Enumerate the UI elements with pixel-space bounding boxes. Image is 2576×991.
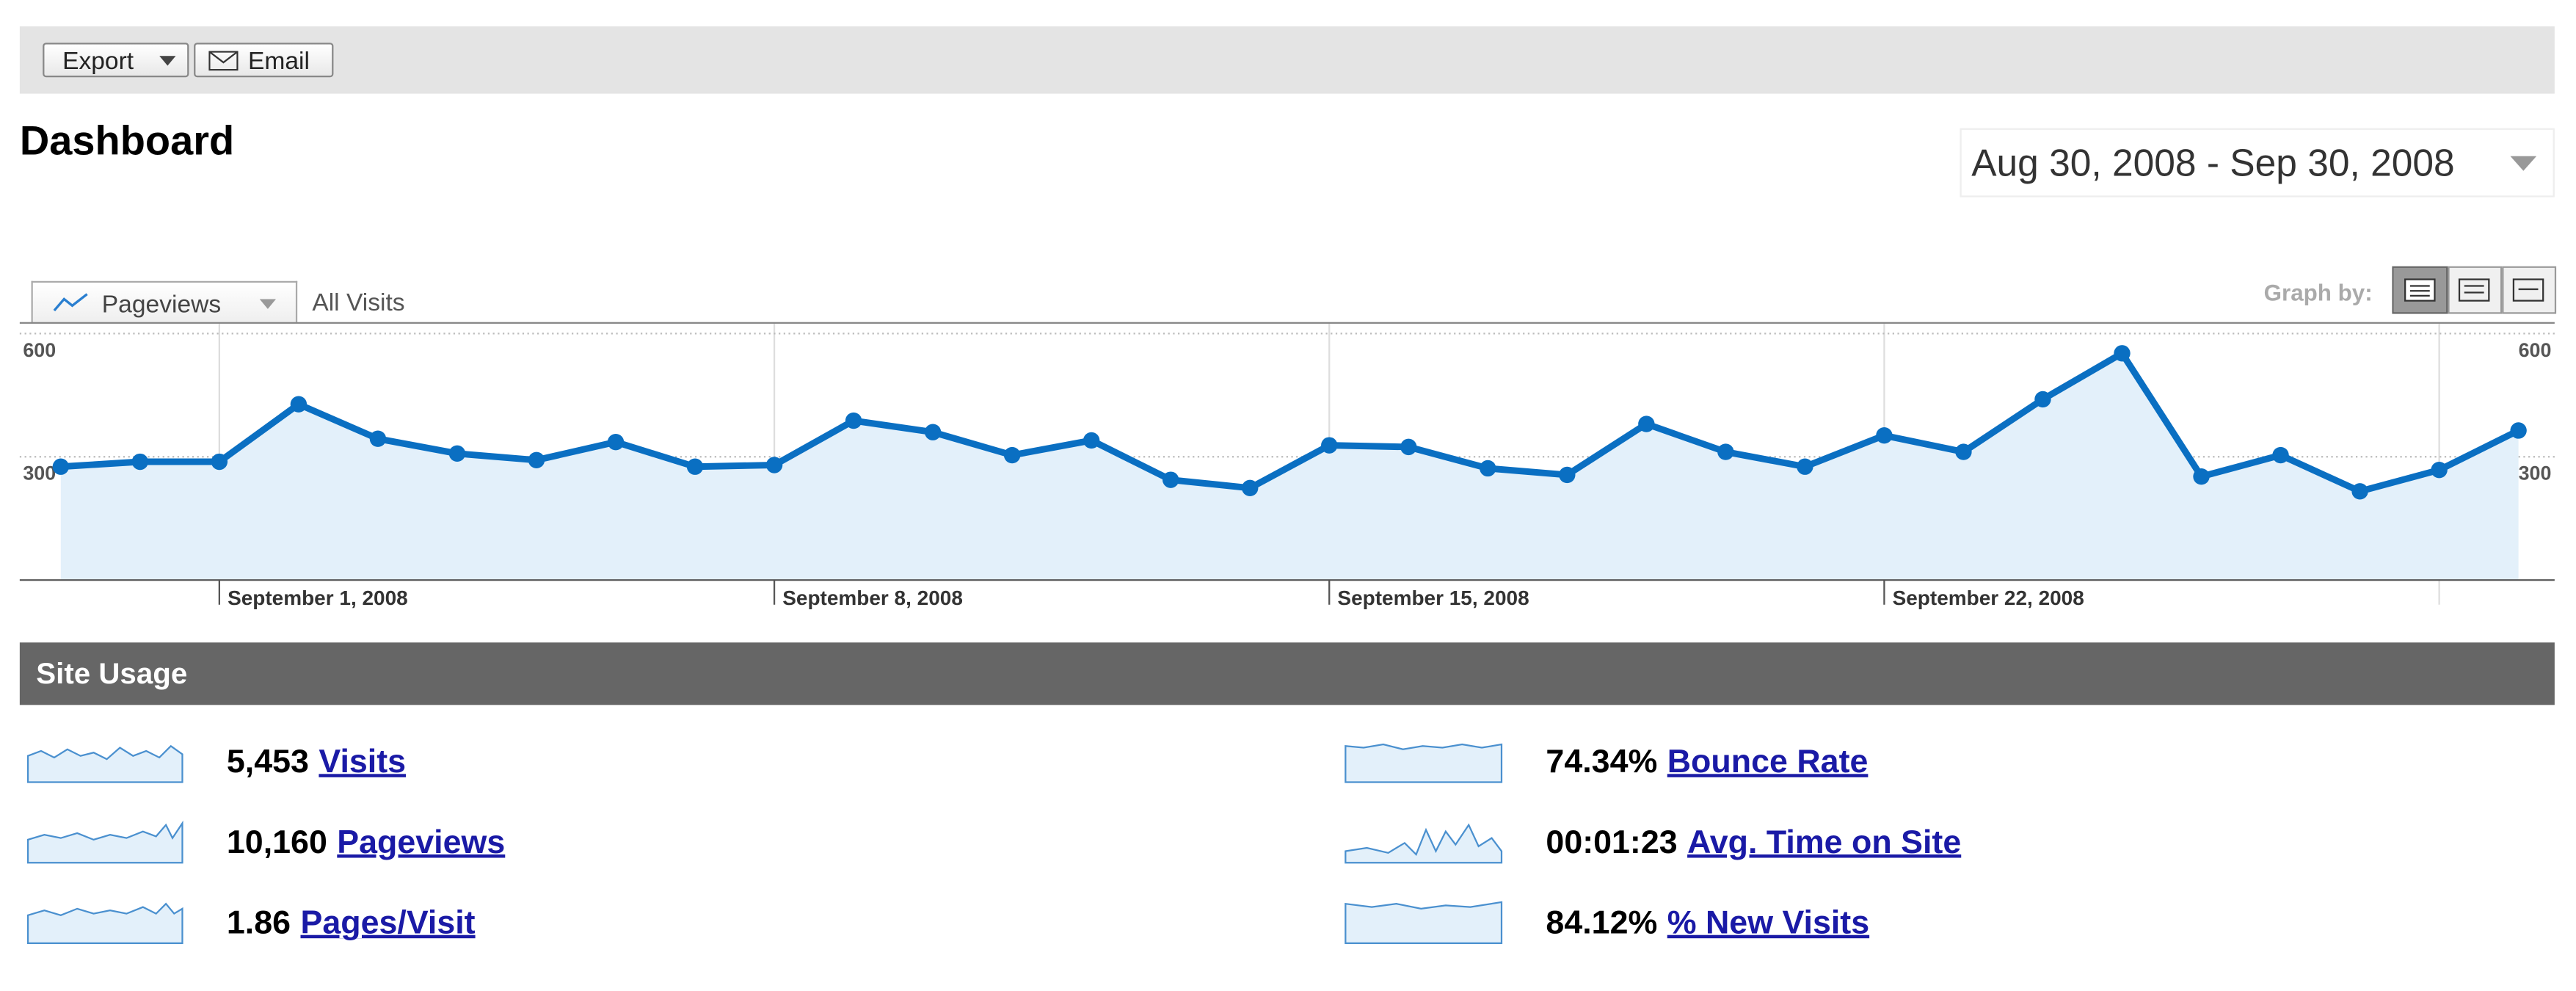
sparkline	[26, 820, 183, 864]
metric: 00:01:23 Avg. Time on Site	[1546, 818, 1961, 868]
email-label: Email	[248, 47, 310, 76]
line	[60, 349, 2520, 495]
sparkline	[1345, 901, 1503, 945]
metric: 84.12%% New Visits	[1546, 899, 1869, 948]
point	[290, 396, 308, 413]
metric-value: 74.34%	[1546, 743, 1658, 780]
point	[607, 433, 625, 451]
y-tick-label: 300	[23, 462, 56, 484]
email-button[interactable]: Email	[194, 43, 334, 78]
line-icon	[53, 293, 88, 312]
toolbar	[19, 26, 2555, 94]
point	[1003, 446, 1021, 464]
point	[2193, 468, 2210, 485]
metric-value: 84.12%	[1546, 904, 1658, 941]
export-label: Export	[62, 47, 134, 76]
metric: 10,160 Pageviews	[227, 818, 505, 868]
metric-value: 00:01:23	[1546, 824, 1678, 860]
point	[924, 424, 942, 440]
point	[211, 453, 228, 471]
point	[1876, 427, 1893, 444]
metric-tab-label: Pageviews	[101, 291, 222, 319]
sparkline	[1345, 743, 1503, 783]
point	[2272, 446, 2289, 464]
point	[1797, 458, 1813, 475]
dropdown-icon	[159, 56, 176, 66]
y-tick-label: 300	[2519, 462, 2552, 484]
point	[2431, 462, 2448, 479]
point	[131, 453, 149, 471]
point	[2510, 422, 2527, 439]
sparklines	[26, 743, 1503, 945]
point	[1400, 438, 1417, 456]
export-button[interactable]: Export	[43, 43, 189, 78]
section-header: Site Usage	[19, 642, 2555, 705]
point	[2114, 345, 2131, 362]
graph-by-label: Graph by:	[2263, 279, 2373, 306]
point	[528, 451, 545, 468]
point	[448, 445, 466, 462]
metric-tab[interactable]: Pageviews	[31, 280, 298, 324]
x-tick-label: September 8, 2008	[782, 587, 963, 609]
point	[52, 458, 70, 475]
section-title: Site Usage	[36, 657, 188, 691]
segment-label: All Visits	[312, 288, 405, 318]
point	[2351, 483, 2368, 500]
sparkline	[1345, 823, 1503, 864]
point	[1717, 443, 1734, 460]
y-tick-label: 600	[2519, 339, 2552, 361]
graph-by-buttons	[2392, 266, 2557, 314]
dropdown-icon	[259, 299, 277, 309]
metric-value: 10,160	[226, 824, 327, 860]
point	[2034, 391, 2051, 408]
metric-link[interactable]: % New Visits	[1667, 904, 1870, 941]
metric-value: 5,453	[226, 743, 309, 780]
line-chart: 300 300 600 600 September 1, 2008 September 8…	[19, 322, 2555, 609]
point	[1638, 415, 1655, 432]
date-range-picker[interactable]: Aug 30, 2008 - Sep 30, 2008	[1960, 128, 2555, 197]
point	[845, 412, 862, 429]
point	[1955, 443, 1972, 460]
day-button[interactable]	[2392, 266, 2448, 314]
metric-link[interactable]: Bounce Rate	[1667, 743, 1869, 780]
envelope-icon	[208, 51, 239, 71]
point	[765, 457, 783, 473]
date-range-text: Aug 30, 2008 - Sep 30, 2008	[1971, 141, 2455, 184]
metric-link[interactable]: Visits	[319, 743, 407, 780]
point	[1162, 471, 1179, 488]
point	[369, 430, 387, 447]
metric-link[interactable]: Avg. Time on Site	[1687, 824, 1962, 860]
metric: 1.86 Pages/Visit	[227, 899, 476, 948]
metric: 5,453 Visits	[227, 738, 406, 787]
x-tick-label: September 1, 2008	[228, 587, 408, 609]
y-tick-label: 600	[23, 339, 56, 361]
metric-link[interactable]: Pages/Visit	[300, 904, 476, 941]
sparkline	[26, 744, 183, 783]
metric: 74.34% Bounce Rate	[1546, 738, 1868, 787]
dropdown-icon	[2510, 156, 2537, 171]
page-title: Dashboard	[19, 118, 235, 164]
x-tick-label: September 15, 2008	[1337, 587, 1529, 609]
sparkline	[26, 902, 183, 945]
point	[1242, 479, 1259, 497]
week-button[interactable]	[2448, 266, 2503, 314]
point	[1559, 466, 1576, 484]
point	[1321, 437, 1338, 454]
metric-link[interactable]: Pageviews	[337, 824, 506, 860]
point	[1083, 432, 1100, 449]
x-tick-label: September 22, 2008	[1893, 587, 2084, 609]
metric-value: 1.86	[226, 904, 291, 941]
point	[1480, 460, 1496, 477]
point	[686, 458, 704, 475]
